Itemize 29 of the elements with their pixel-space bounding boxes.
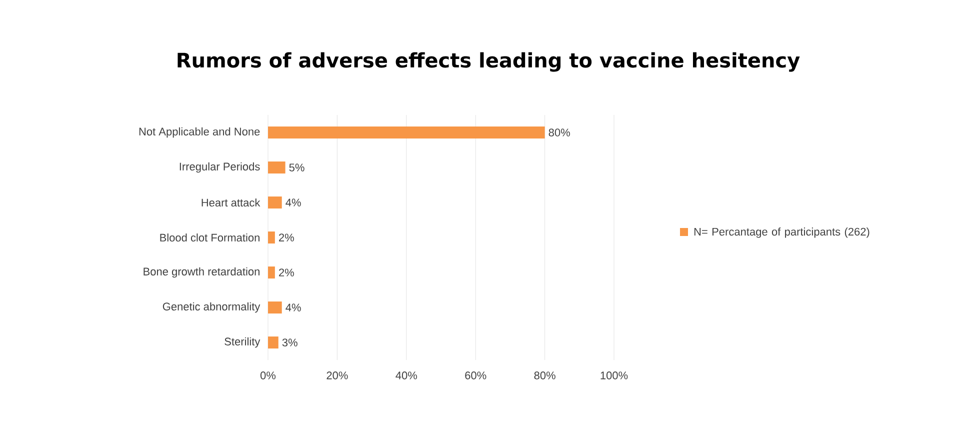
y-tick-label: Heart attack xyxy=(202,198,260,207)
y-tick-label: Genetic abnormality xyxy=(162,302,260,313)
data-label: 4% xyxy=(286,198,301,206)
x-tick-label: 100% xyxy=(600,372,628,380)
data-label: 5% xyxy=(289,164,304,172)
x-tick-label: 40% xyxy=(396,372,418,380)
data-label: 80% xyxy=(548,128,570,136)
data-label: 2% xyxy=(279,268,294,276)
y-tick-label: Sterility xyxy=(224,337,260,348)
y-tick-label: Bone growth retardation xyxy=(144,267,260,278)
data-label: 3% xyxy=(282,338,298,346)
bar xyxy=(268,336,278,349)
x-tick-label: 20% xyxy=(326,372,348,380)
x-tick-label: 80% xyxy=(534,372,556,380)
bar xyxy=(268,232,275,244)
y-tick-label: Not Applicable and None xyxy=(139,127,260,138)
legend-label: N= Percantage of participants (262) xyxy=(694,228,870,238)
bar xyxy=(268,162,286,174)
chart-title: Rumors of adverse effects leading to vaccine hesitency xyxy=(178,52,800,72)
y-tick-label: Irregular Periods xyxy=(180,162,260,173)
bar xyxy=(268,196,282,209)
data-label: 2% xyxy=(279,234,294,242)
y-tick-label: Blood clot Formation xyxy=(160,233,260,242)
data-label: 4% xyxy=(286,304,301,312)
bar xyxy=(268,302,282,314)
bar xyxy=(268,266,275,279)
bar xyxy=(268,126,545,139)
x-tick-label: 60% xyxy=(465,372,486,380)
x-tick-label: 0% xyxy=(260,372,276,380)
